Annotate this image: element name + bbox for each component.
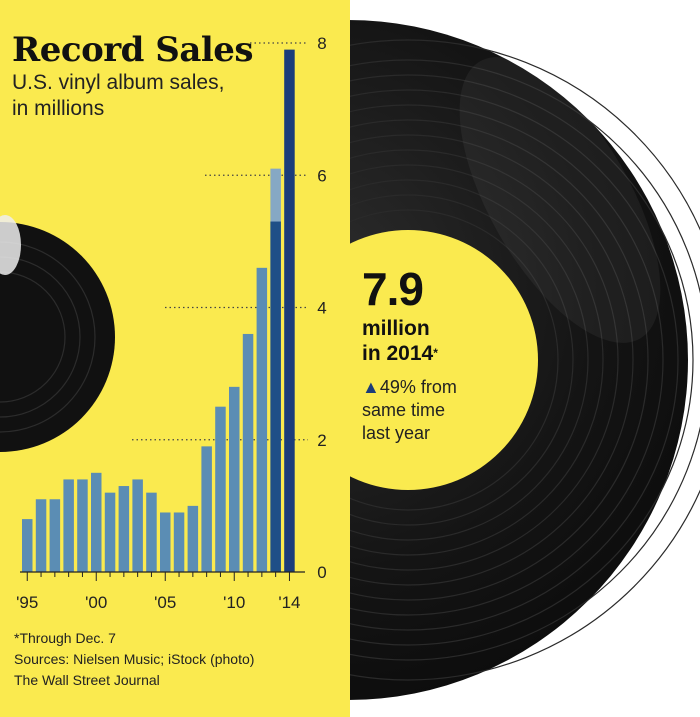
credit: The Wall Street Journal	[14, 672, 160, 688]
x-axis: '95 '00 '05 '10 '14	[16, 571, 305, 612]
callout-change-line-1-text: 49% from	[379, 377, 457, 397]
bar-1997	[49, 499, 61, 572]
bar-1995	[22, 519, 33, 572]
bar-2000	[91, 472, 102, 572]
y-axis-tick-labels: 0 2 4 6 8	[317, 34, 326, 582]
chart-subtitle: U.S. vinyl album sales, in millions	[12, 70, 252, 122]
x-tick-label-2014: '14	[278, 593, 300, 612]
x-tick-label-2005: '05	[154, 593, 176, 612]
callout-unit: million in 2014*	[362, 316, 472, 366]
callout-change-line-1: ▲49% from	[362, 376, 482, 399]
x-tick-label-2010: '10	[223, 593, 245, 612]
chart-title: Record Sales	[12, 30, 254, 70]
footnote: *Through Dec. 7	[14, 630, 116, 646]
bar-1996	[35, 499, 47, 572]
y-tick-label-4: 4	[317, 299, 326, 318]
y-tick-label-0: 0	[317, 563, 326, 582]
y-tick-label-6: 6	[317, 166, 326, 185]
bar-2009	[215, 406, 226, 572]
callout-change-line-3: last year	[362, 423, 431, 443]
callout-unit-line-2: in 2014*	[362, 341, 472, 366]
bar-2008	[201, 446, 212, 572]
callout-asterisk: *	[433, 346, 438, 360]
subtitle-line-1: U.S. vinyl album sales,	[12, 71, 225, 94]
up-arrow-icon: ▲	[362, 377, 380, 397]
bar-2006	[173, 512, 185, 572]
subtitle-line-2: in millions	[12, 97, 105, 120]
sleeve-hole-record	[0, 215, 115, 452]
callout-unit-line-1: million	[362, 317, 430, 340]
bar-1999	[77, 479, 88, 572]
x-tick-label-1995: '95	[16, 593, 38, 612]
callout-change-line-2: same time	[362, 400, 446, 420]
bar-2007	[187, 505, 199, 572]
bar-2010	[229, 386, 240, 572]
y-tick-label-8: 8	[317, 34, 326, 53]
bar-2005	[160, 512, 171, 572]
bars-group	[22, 49, 295, 573]
bar-2002	[118, 486, 130, 572]
bar-2001	[104, 492, 116, 572]
bar-2013-through-dec7	[270, 221, 281, 572]
bar-2004	[146, 492, 157, 572]
callout-value: 7.9	[362, 263, 424, 315]
bar-2003	[132, 479, 143, 572]
callout-unit-line-2-text: in 2014	[362, 342, 434, 365]
bar-2014	[284, 49, 295, 573]
bar-1998	[63, 479, 74, 572]
sources: Sources: Nielsen Music; iStock (photo)	[14, 651, 255, 667]
bar-2012	[256, 267, 268, 572]
callout-change: ▲49% from same time last year	[362, 376, 482, 445]
bar-2011	[242, 333, 254, 572]
chart-notes: *Through Dec. 7 Sources: Nielsen Music; …	[14, 628, 254, 691]
y-tick-label-2: 2	[317, 431, 326, 450]
x-tick-label-2000: '00	[85, 593, 107, 612]
